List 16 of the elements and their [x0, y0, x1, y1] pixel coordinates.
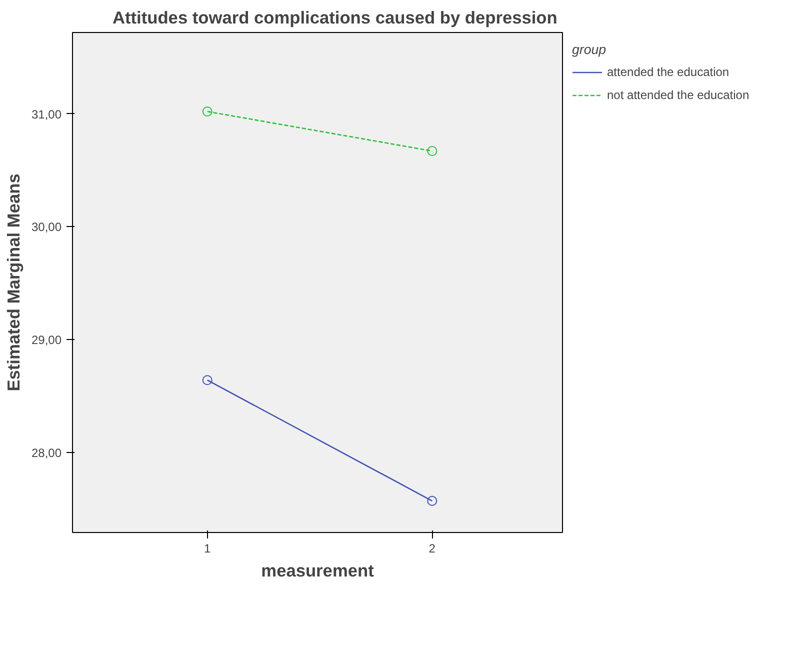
point	[202, 375, 212, 386]
y-axis-title: Estimated Marginal Means	[3, 174, 24, 392]
legend-title: group	[572, 42, 608, 57]
legend-label: attended the education	[607, 65, 730, 79]
y-tick-label: 29,00	[31, 333, 62, 347]
chart-title: Attitudes toward complications caused by depression	[112, 8, 558, 28]
point	[202, 106, 212, 116]
y-tick-label: 30,00	[31, 220, 62, 234]
y-tick-label: 31,00	[31, 107, 62, 122]
x-axis-title: measurement	[261, 560, 374, 580]
point	[427, 496, 438, 506]
legend-label: not attended the education	[607, 88, 750, 102]
y-tick-label: 28,00	[31, 446, 62, 460]
x-tick-label: 2	[428, 542, 436, 556]
point	[427, 146, 438, 156]
x-tick-label: 1	[204, 542, 212, 556]
